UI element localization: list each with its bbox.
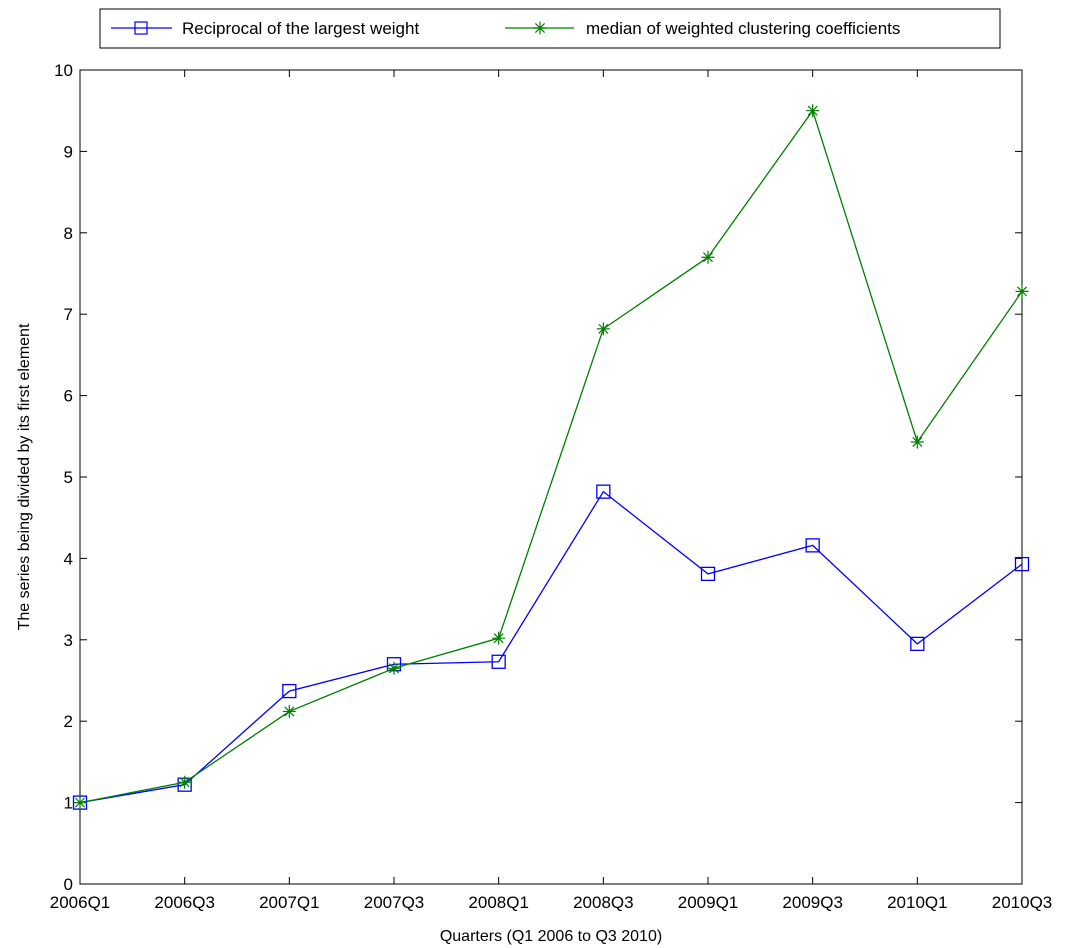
data-point-square [700, 566, 716, 582]
y-tick-label: 9 [64, 142, 73, 161]
y-tick-label: 10 [54, 61, 73, 80]
data-point-asterisk [178, 775, 192, 789]
y-tick-label: 4 [64, 549, 73, 568]
data-point-asterisk [73, 796, 87, 810]
data-point-square [805, 538, 820, 553]
data-point-asterisk [910, 435, 924, 449]
data-point-asterisk [701, 250, 715, 264]
series-line-0 [79, 490, 1023, 804]
data-point-square [282, 683, 297, 699]
legend-marker-asterisk [533, 21, 547, 35]
y-tick-label: 5 [64, 468, 73, 487]
x-tick-label: 2010Q3 [992, 893, 1053, 912]
data-point-asterisk [387, 661, 401, 675]
y-axis: 0 1 2 3 4 5 6 7 8 9 10 [54, 61, 1022, 894]
data-point-asterisk [282, 704, 296, 718]
y-tick-label: 3 [64, 631, 73, 650]
x-tick-label: 2009Q1 [678, 893, 739, 912]
data-point-asterisk [806, 104, 820, 118]
y-tick-label: 0 [64, 875, 73, 894]
y-axis-label: The series being divided by its first el… [16, 323, 33, 630]
legend-label-median: median of weighted clustering coefficien… [586, 19, 900, 38]
data-point-square [596, 484, 611, 499]
data-point-asterisk [1015, 284, 1029, 298]
data-point-square [491, 654, 506, 669]
x-tick-label: 2006Q3 [154, 893, 215, 912]
x-axis: 2006Q1 2006Q3 2007Q1 2007Q3 2008Q1 2008Q3 2009… [50, 70, 1053, 912]
series-group [72, 104, 1030, 810]
x-tick-label: 2009Q3 [782, 893, 843, 912]
y-tick-label: 2 [64, 712, 73, 731]
data-point-asterisk [492, 631, 506, 645]
y-tick-label: 6 [64, 387, 73, 406]
data-point-asterisk [596, 322, 610, 336]
legend-asterisk-glyph [533, 21, 547, 35]
x-tick-label: 2010Q1 [887, 893, 948, 912]
data-point-square [1014, 556, 1030, 572]
x-tick-label: 2008Q1 [468, 893, 529, 912]
legend-label-reciprocal: Reciprocal of the largest weight [182, 19, 419, 38]
y-tick-label: 8 [64, 224, 73, 243]
plot-area [79, 69, 1023, 885]
x-tick-label: 2007Q1 [259, 893, 320, 912]
legend-marker-square [134, 21, 148, 35]
legend: Reciprocal of the largest weight median … [99, 8, 1001, 49]
x-tick-label: 2007Q3 [364, 893, 425, 912]
x-tick-label: 2006Q1 [50, 893, 111, 912]
y-tick-label: 7 [64, 305, 73, 324]
y-tick-label: 1 [64, 794, 73, 813]
x-axis-label: Quarters (Q1 2006 to Q3 2010) [440, 928, 662, 945]
series-line-1 [79, 109, 1023, 804]
x-tick-label: 2008Q3 [573, 893, 634, 912]
data-point-square [910, 636, 925, 652]
